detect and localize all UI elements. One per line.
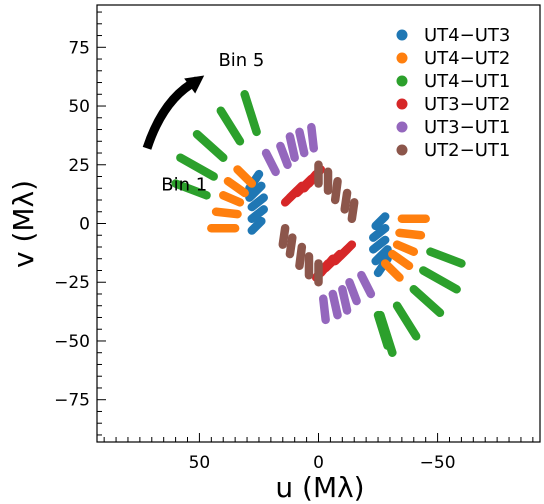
uv-track [426,247,466,268]
annotation-bin-1: Bin 1 [161,175,207,196]
uv-track [240,90,261,137]
series-UT4−UT1 [171,90,466,357]
legend-label: UT4−UT1 [424,71,510,92]
uv-track [373,310,392,350]
legend-marker [396,29,408,41]
uv-track [340,188,352,214]
uv-track [328,289,342,320]
uv-track [218,191,245,207]
uv-track [392,301,421,341]
uv-track [278,223,290,249]
x-axis-label: u (Mλ) [275,471,364,504]
annotations: Bin 1 Bin 5 [142,50,264,196]
uv-track [192,129,228,162]
uv-track [369,223,390,242]
uv-track [371,245,392,266]
uv-track [245,181,266,202]
data-tracks [171,90,466,357]
legend-marker [396,98,408,110]
uv-track [380,259,404,282]
uv-track [176,153,218,181]
uv-track [247,193,268,212]
legend-marker [396,75,408,87]
uv-track [345,277,361,306]
y-tick-label: −50 [54,332,90,352]
legend-label: UT3−UT1 [424,117,510,138]
legend-label: UT3−UT2 [424,94,510,115]
x-tick-label: 50 [189,453,211,473]
uv-track [276,141,292,170]
uv-track [211,207,242,219]
axis-ticks: 50 0 −50 75 50 25 0 −25 −50 −75 [54,11,534,473]
uv-track [330,176,342,205]
x-tick-label: −50 [420,453,456,473]
series-UT2−UT1 [278,160,359,287]
uv-track [223,176,249,198]
y-tick-label: −25 [54,273,90,293]
legend-marker [396,144,408,156]
legend-label: UT4−UT3 [424,25,510,46]
uv-track [247,216,266,235]
series-UT4−UT3 [245,169,392,278]
uv-track [388,249,414,271]
legend-label: UT4−UT2 [424,48,510,69]
legend-label: UT2−UT1 [424,140,510,161]
uv-track [369,235,390,254]
uv-track [395,228,426,240]
y-tick-label: 50 [68,97,90,117]
uv-track [419,266,461,294]
uv-track [261,148,280,177]
uv-track [216,106,245,146]
uv-track [295,242,307,271]
uv-track [285,132,299,162]
uv-track [338,285,352,315]
uv-track [247,205,268,224]
y-tick-label: 25 [68,156,90,176]
plot-area [96,4,541,443]
uv-track [357,270,376,299]
uv-track [233,165,257,188]
uv-track [285,233,297,259]
uv-track [347,198,359,224]
legend-marker [396,121,408,133]
y-tick-label: 0 [79,215,90,235]
uv-track [319,294,330,325]
y-axis-label: v (Mλ) [7,180,40,268]
uv-track [171,179,211,200]
rotation-arrow-head [184,75,205,94]
uv-track [295,127,309,158]
y-tick-label: 75 [68,38,90,58]
x-tick-label: 0 [313,453,324,473]
uv-track [307,122,318,153]
series-UT3−UT1 [261,122,376,325]
y-tick-label: −75 [54,391,90,411]
annotation-bin-5: Bin 5 [218,50,264,71]
uv-track [409,285,445,318]
legend: UT4−UT3UT4−UT2UT4−UT1UT3−UT2UT3−UT1UT2−U… [396,25,510,161]
legend-marker [396,52,408,64]
uv-track [371,212,390,231]
series-UT4−UT2 [207,165,430,282]
uv-track [392,240,419,256]
